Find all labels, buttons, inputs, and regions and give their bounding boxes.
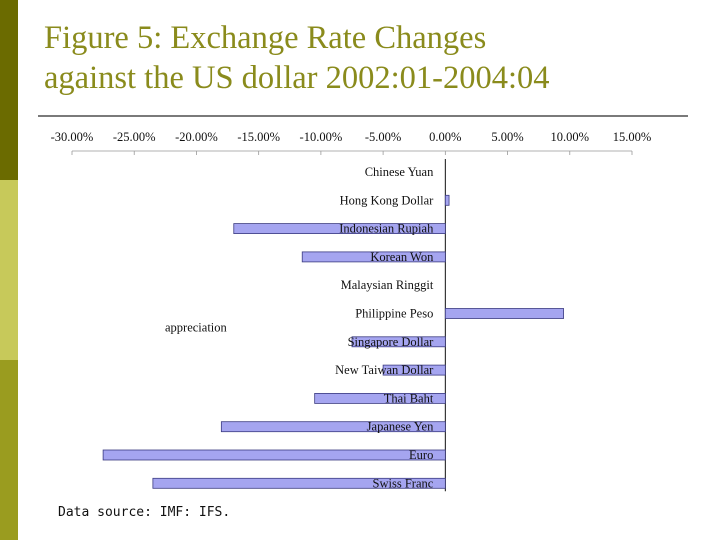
x-tick-label: -15.00%: [237, 130, 280, 144]
bar: [102, 449, 446, 461]
title-line-2: against the US dollar 2002:01-2004:04: [44, 60, 550, 96]
sidebar-segment-mid: [0, 360, 18, 540]
bar: [220, 421, 446, 433]
category-label: Japanese Yen: [367, 420, 434, 434]
category-label: Swiss Franc: [373, 476, 434, 490]
title-line-1: Figure 5: Exchange Rate Changes: [44, 20, 487, 56]
sidebar-segment-dark: [0, 0, 18, 180]
category-label: Chinese Yuan: [365, 165, 434, 179]
bar: [351, 336, 446, 348]
category-label: Hong Kong Dollar: [340, 193, 435, 207]
sidebar-decoration: [0, 0, 18, 540]
bar: [301, 251, 446, 263]
sidebar-segment-light: [0, 180, 18, 360]
bar: [233, 223, 446, 235]
bar: [314, 392, 446, 404]
category-label: New Taiwan Dollar: [335, 363, 434, 377]
bar: [382, 364, 446, 376]
category-label: Malaysian Ringgit: [341, 278, 434, 292]
x-tick-label: 10.00%: [551, 130, 590, 144]
title-divider: [38, 115, 688, 117]
slide-title: Figure 5: Exchange Rate Changes against …: [44, 18, 704, 98]
x-tick-label: -25.00%: [113, 130, 156, 144]
bar: [444, 194, 450, 206]
category-label: Indonesian Rupiah: [339, 222, 434, 236]
x-tick-label: -30.00%: [51, 130, 94, 144]
category-label: Thai Baht: [384, 391, 434, 405]
bar: [444, 308, 564, 319]
data-source-note: Data source: IMF: IFS.: [58, 505, 231, 520]
category-label: Korean Won: [370, 250, 434, 264]
x-tick-label: 0.00%: [429, 130, 461, 144]
x-tick-label: 5.00%: [491, 130, 523, 144]
x-tick-label: -5.00%: [365, 130, 401, 144]
category-label: Euro: [409, 448, 433, 462]
annotation-label: appreciation: [165, 321, 228, 335]
bar: [152, 477, 446, 489]
x-tick-label: -10.00%: [300, 130, 343, 144]
x-tick-label: -20.00%: [175, 130, 218, 144]
category-label: Philippine Peso: [355, 307, 433, 321]
category-label: Singapore Dollar: [348, 335, 435, 349]
x-tick-label: 15.00%: [613, 130, 652, 144]
